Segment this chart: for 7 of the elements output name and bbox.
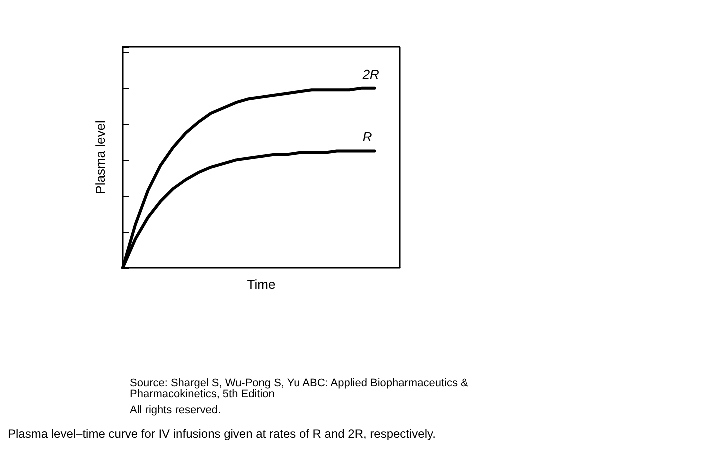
text: Plasma level–time curve for IV infusions given at rates of R and 2R, respectively. (8, 427, 436, 441)
source-note: Source: Shargel S, Wu-Pong S, Yu ABC: Applied Biopharmaceutics & Pharmacokinetics, 5th Edition (130, 378, 472, 400)
x-axis-title: Time (247, 277, 276, 292)
y-axis-title: Plasma level (93, 120, 108, 194)
series-label: 2R (362, 66, 380, 82)
series-label: R (362, 130, 372, 145)
text: All rights reserved. (130, 404, 222, 416)
